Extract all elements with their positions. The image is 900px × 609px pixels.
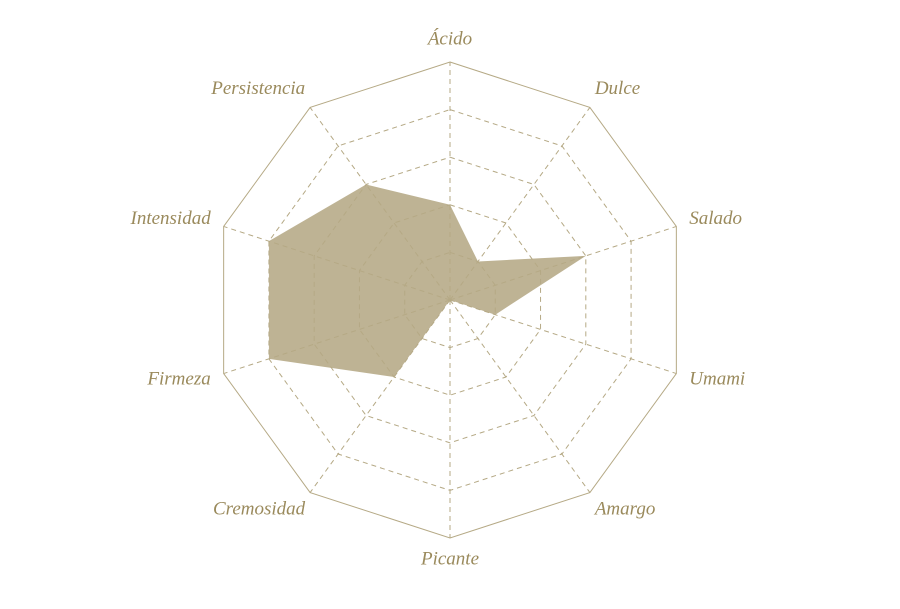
spoke [449,225,677,301]
spoke [449,107,591,301]
spoke [309,299,451,493]
axis-label: Umami [689,369,745,390]
spoke [309,107,451,301]
spoke [223,225,451,301]
axis-label: Intensidad [130,208,212,229]
axis-label: Cremosidad [213,499,306,520]
spoke [449,299,591,493]
axis-label: Firmeza [146,369,210,390]
spoke [223,299,451,375]
axis-label: Persistencia [210,78,305,99]
axis-label: Dulce [594,78,640,99]
axis-label: Salado [689,208,742,229]
grid-ring [358,204,542,396]
axis-label: Ácido [426,27,472,49]
axis-label: Picante [420,548,479,569]
spoke [449,299,677,375]
grid-ring [313,156,587,444]
data-area [268,184,586,378]
axis-label: Amargo [593,499,656,520]
